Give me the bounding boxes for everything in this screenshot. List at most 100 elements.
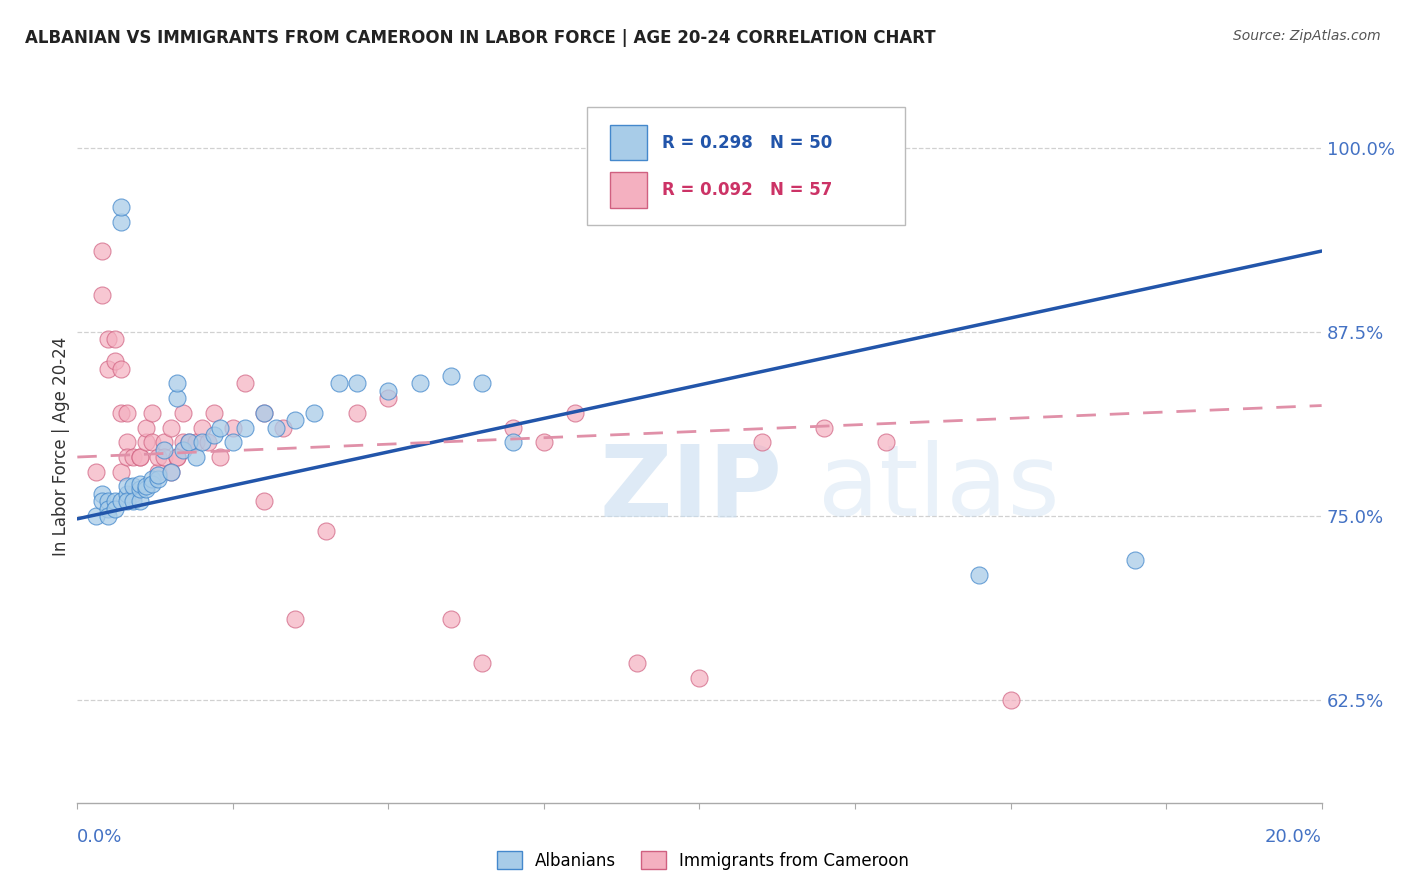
- Point: [626, 656, 648, 670]
- Point: [141, 406, 163, 420]
- Text: ALBANIAN VS IMMIGRANTS FROM CAMEROON IN LABOR FORCE | AGE 20-24 CORRELATION CHAR: ALBANIAN VS IMMIGRANTS FROM CAMEROON IN …: [25, 29, 936, 46]
- Point: [148, 472, 170, 486]
- Point: [813, 420, 835, 434]
- Point: [104, 332, 127, 346]
- Point: [302, 406, 325, 420]
- Point: [135, 420, 157, 434]
- Point: [172, 435, 194, 450]
- Point: [135, 479, 157, 493]
- FancyBboxPatch shape: [610, 125, 647, 161]
- Point: [104, 501, 127, 516]
- Point: [197, 435, 219, 450]
- Point: [533, 435, 555, 450]
- Point: [148, 467, 170, 482]
- Point: [97, 332, 120, 346]
- Point: [202, 428, 225, 442]
- FancyBboxPatch shape: [588, 107, 905, 225]
- Point: [222, 435, 245, 450]
- Point: [84, 508, 107, 523]
- Point: [233, 376, 256, 391]
- Point: [209, 450, 232, 464]
- Point: [159, 465, 181, 479]
- Text: Source: ZipAtlas.com: Source: ZipAtlas.com: [1233, 29, 1381, 43]
- Point: [471, 656, 494, 670]
- Point: [172, 442, 194, 457]
- Point: [148, 465, 170, 479]
- Point: [110, 361, 132, 376]
- Point: [97, 508, 120, 523]
- Point: [141, 435, 163, 450]
- Point: [153, 442, 176, 457]
- Point: [751, 435, 773, 450]
- Point: [104, 494, 127, 508]
- Point: [271, 420, 294, 434]
- Point: [97, 501, 120, 516]
- Point: [253, 406, 276, 420]
- Point: [689, 671, 711, 685]
- Legend: Albanians, Immigrants from Cameroon: Albanians, Immigrants from Cameroon: [491, 845, 915, 877]
- Text: 20.0%: 20.0%: [1265, 828, 1322, 846]
- Point: [110, 406, 132, 420]
- Text: R = 0.298   N = 50: R = 0.298 N = 50: [662, 134, 832, 152]
- Point: [148, 450, 170, 464]
- Y-axis label: In Labor Force | Age 20-24: In Labor Force | Age 20-24: [52, 336, 70, 556]
- Point: [110, 214, 132, 228]
- Point: [135, 483, 157, 497]
- Point: [377, 391, 399, 405]
- Point: [84, 465, 107, 479]
- Point: [191, 420, 214, 434]
- Point: [122, 450, 145, 464]
- Text: ZIP: ZIP: [600, 441, 783, 537]
- Point: [502, 420, 524, 434]
- Point: [104, 354, 127, 368]
- Point: [184, 450, 207, 464]
- Point: [128, 450, 150, 464]
- Point: [253, 406, 276, 420]
- Point: [315, 524, 337, 538]
- Point: [91, 288, 114, 302]
- Point: [875, 435, 897, 450]
- Point: [159, 465, 181, 479]
- Point: [284, 612, 307, 626]
- Point: [128, 476, 150, 491]
- Point: [115, 450, 138, 464]
- Point: [122, 494, 145, 508]
- Point: [179, 435, 201, 450]
- Point: [122, 487, 145, 501]
- Point: [471, 376, 494, 391]
- Point: [91, 487, 114, 501]
- Point: [179, 435, 201, 450]
- Point: [209, 420, 232, 434]
- Point: [159, 420, 181, 434]
- Point: [408, 376, 430, 391]
- Point: [166, 450, 188, 464]
- Point: [377, 384, 399, 398]
- Point: [346, 376, 368, 391]
- Text: 0.0%: 0.0%: [77, 828, 122, 846]
- Point: [110, 465, 132, 479]
- Point: [502, 435, 524, 450]
- Point: [153, 435, 176, 450]
- FancyBboxPatch shape: [610, 172, 647, 208]
- Point: [166, 391, 188, 405]
- Point: [284, 413, 307, 427]
- Point: [91, 244, 114, 258]
- Point: [135, 435, 157, 450]
- Point: [141, 476, 163, 491]
- Point: [128, 494, 150, 508]
- Point: [115, 435, 138, 450]
- Point: [115, 406, 138, 420]
- Point: [97, 361, 120, 376]
- Point: [266, 420, 288, 434]
- Point: [166, 376, 188, 391]
- Point: [97, 494, 120, 508]
- Point: [128, 450, 150, 464]
- Point: [191, 435, 214, 450]
- Point: [91, 494, 114, 508]
- Text: R = 0.092   N = 57: R = 0.092 N = 57: [662, 181, 832, 199]
- Point: [222, 420, 245, 434]
- Point: [1123, 553, 1146, 567]
- Text: atlas: atlas: [818, 441, 1059, 537]
- Point: [115, 494, 138, 508]
- Point: [122, 479, 145, 493]
